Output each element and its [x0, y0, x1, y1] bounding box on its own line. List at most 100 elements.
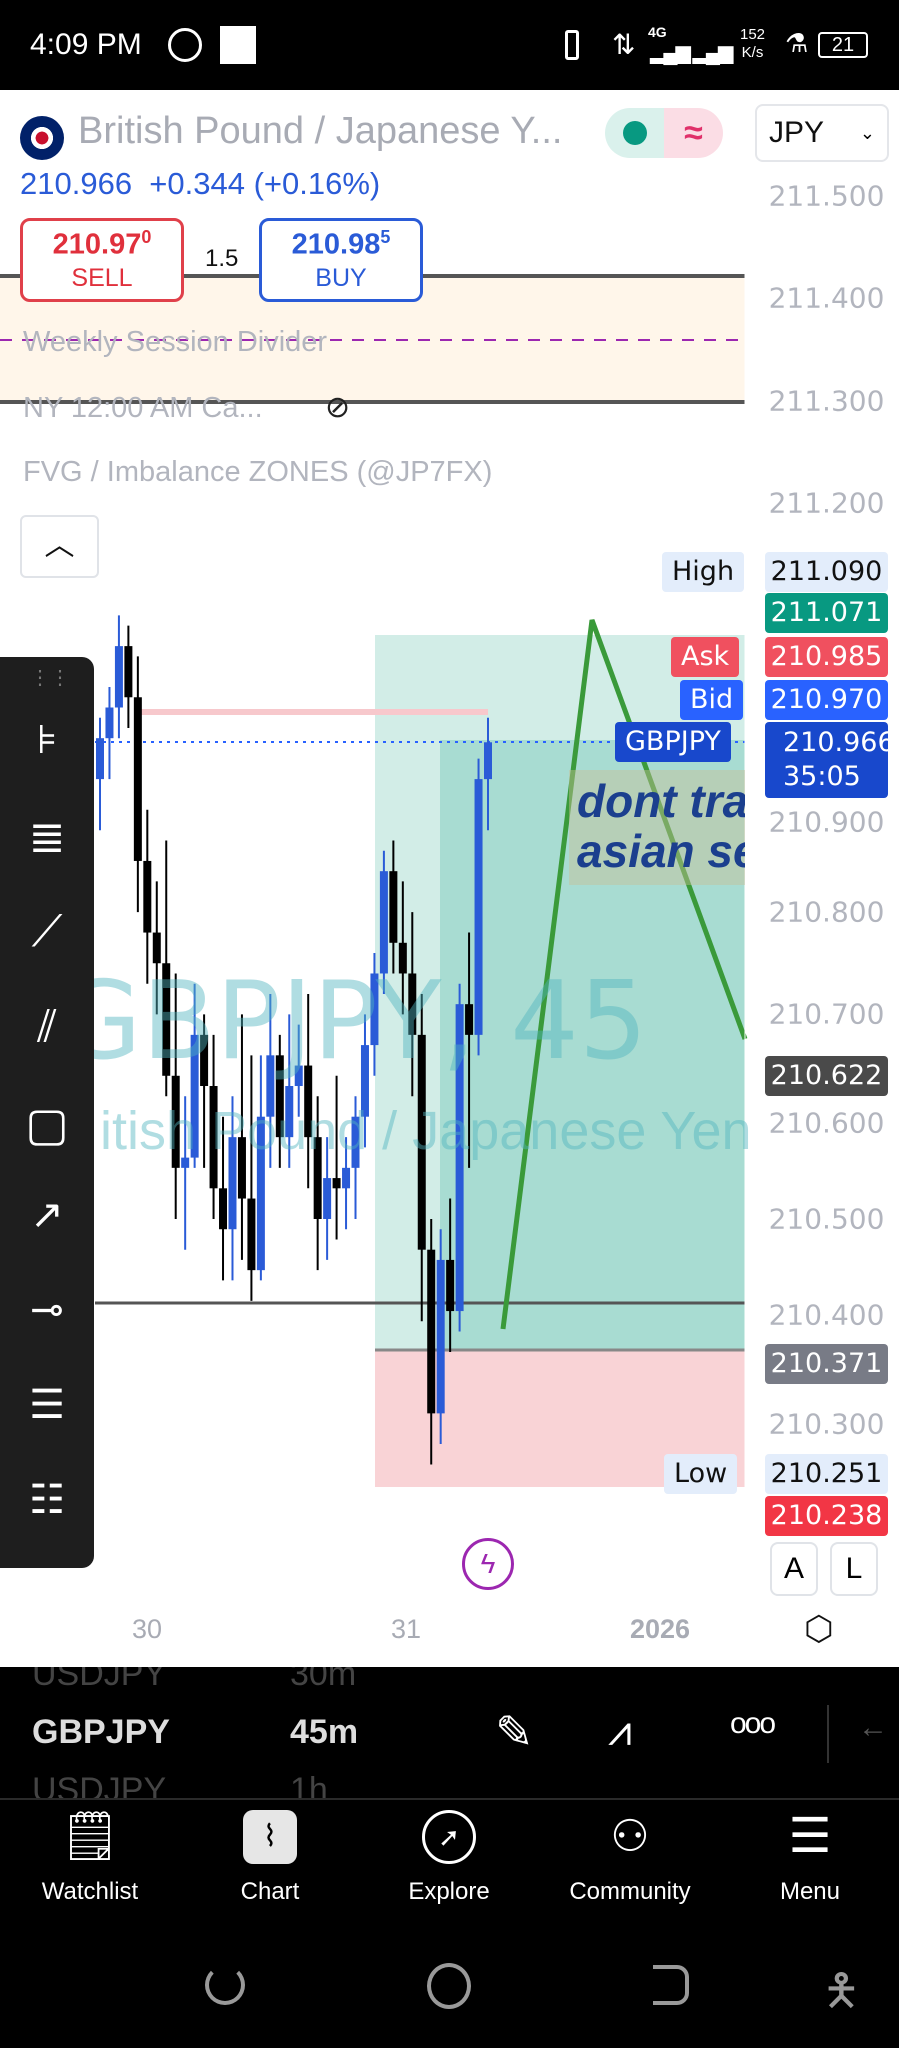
chart-canvas[interactable]: [0, 90, 899, 1667]
more-icon[interactable]: ooo: [730, 1707, 776, 1740]
fib-tool-icon[interactable]: ⊧: [36, 718, 58, 762]
candle-body: [360, 1045, 369, 1117]
green-price-tag: 211.071: [765, 593, 888, 633]
collapse-legend-button[interactable]: ︿: [20, 515, 99, 578]
text-annotation[interactable]: dont tra asian se: [569, 770, 745, 885]
buy-button[interactable]: 210.985 BUY: [259, 218, 423, 302]
whatsapp-icon: [168, 28, 202, 62]
auto-scale-button[interactable]: A: [770, 1542, 818, 1596]
candle-body: [114, 646, 123, 708]
recent-apps-icon[interactable]: [205, 1965, 245, 2005]
candle-body: [209, 1086, 218, 1189]
back-icon[interactable]: [653, 1965, 689, 2005]
chevron-down-icon: ⌄: [859, 122, 875, 143]
price-tick: 211.400: [768, 281, 885, 315]
candle-body: [446, 1259, 455, 1312]
current-symbol[interactable]: GBPJPY: [32, 1713, 170, 1751]
eye-off-icon[interactable]: ⊘: [325, 391, 351, 424]
candle-body: [152, 932, 161, 964]
ray-icon[interactable]: ⊸: [30, 1288, 64, 1332]
arrow-left-icon[interactable]: ←: [858, 1711, 888, 1744]
annotation-line-1: dont tra: [577, 775, 745, 827]
indicators-icon[interactable]: ⩘: [608, 1707, 632, 1754]
low-label: Low: [664, 1454, 738, 1494]
candle-body: [370, 973, 379, 1046]
prev-symbol[interactable]: USDJPY: [32, 1667, 167, 1693]
candle-body: [219, 1188, 228, 1230]
speed-unit: K/s: [741, 44, 764, 61]
nav-explore[interactable]: ➚ Explore: [374, 1810, 524, 1906]
symbol-interval-picker[interactable]: USDJPY 30m GBPJPY 45m USDJPY 1h ✎ ⩘ ooo …: [0, 1667, 899, 1800]
watermark-name: itish Pound / Japanese Yen: [100, 1101, 752, 1161]
candle-body: [294, 1065, 303, 1087]
fib-retracement-icon[interactable]: ☰: [29, 1383, 65, 1427]
candle-body: [190, 1034, 199, 1158]
price-tick: 210.300: [768, 1407, 885, 1441]
chart-settings-icon[interactable]: ⬡: [804, 1610, 834, 1648]
nav-label: Menu: [779, 1878, 841, 1905]
time-tick: 31: [391, 1614, 422, 1644]
current-interval[interactable]: 45m: [290, 1713, 359, 1751]
rectangle-icon[interactable]: ▢: [25, 1098, 69, 1150]
zigzag-drawing: [500, 619, 748, 1330]
candle-body: [162, 963, 171, 1076]
legend-ny-midnight[interactable]: NY 12:00 AM Ca...: [23, 392, 263, 424]
candle-body: [247, 1198, 256, 1271]
candle-body: [304, 1065, 313, 1138]
nav-menu[interactable]: ☰ Menu: [735, 1810, 885, 1906]
candle-body: [455, 1004, 464, 1312]
drawing-toolbar: ⋮⋮ ⊧ ≣ ⟋ ⫽ ▢ ↗ ⊸ ☰ ☷: [0, 657, 94, 1568]
buy-label: BUY: [315, 263, 367, 292]
candle-body: [332, 1178, 341, 1189]
candle-body: [133, 697, 142, 861]
ask-value: 210.985: [765, 637, 888, 677]
market-status-pill[interactable]: ≈: [605, 108, 723, 158]
accessibility-icon[interactable]: 🯅: [822, 1966, 861, 2015]
symbol-title[interactable]: British Pound / Japanese Y...: [78, 110, 563, 152]
signal-icon: ▂▄▆ ▂▄▆: [650, 42, 733, 64]
bid-value: 210.970: [765, 680, 888, 720]
legend-fvg-zones[interactable]: FVG / Imbalance ZONES (@JP7FX): [23, 456, 493, 488]
nav-community[interactable]: ⚇ Community: [555, 1810, 705, 1906]
drag-handle-icon[interactable]: ⋮⋮: [30, 667, 70, 689]
time-tick: 30: [132, 1614, 163, 1644]
divider: [827, 1705, 829, 1763]
horizontal-lines-icon[interactable]: ≣: [28, 813, 66, 862]
lightning-icon[interactable]: ϟ: [462, 1538, 514, 1590]
nav-label: Chart: [240, 1878, 300, 1905]
candle-body: [181, 1157, 190, 1168]
legend-weekly-session-divider[interactable]: Weekly Session Divider: [23, 326, 328, 358]
currency-select[interactable]: JPY ⌄: [755, 104, 889, 162]
gann-fan-icon[interactable]: ☷: [29, 1478, 65, 1522]
nav-chart[interactable]: ⌇ Chart: [195, 1810, 345, 1906]
prev-interval[interactable]: 30m: [290, 1667, 357, 1693]
candle-body: [484, 742, 492, 780]
next-interval[interactable]: 1h: [290, 1771, 328, 1800]
clock: 4:09 PM: [30, 28, 142, 61]
log-scale-button[interactable]: L: [830, 1542, 878, 1596]
path-icon[interactable]: ↗: [30, 1193, 64, 1237]
price-tick: 210.400: [768, 1298, 885, 1332]
high-label: High: [662, 552, 745, 592]
next-symbol[interactable]: USDJPY: [32, 1771, 167, 1800]
candle-body: [275, 1055, 284, 1138]
dark-price-tag: 210.622: [765, 1056, 888, 1096]
bid-label: Bid: [680, 680, 744, 720]
price-tick: 211.500: [768, 179, 885, 213]
sell-button[interactable]: 210.970 SELL: [20, 218, 184, 302]
price-tick: 210.800: [768, 895, 885, 929]
candle-body: [379, 871, 388, 974]
home-icon[interactable]: [427, 1963, 471, 2009]
sell-price: 210.97: [52, 228, 142, 261]
buy-price: 210.98: [291, 228, 381, 261]
speed-value: 152: [740, 26, 766, 43]
chart-icon: ⌇: [243, 1810, 297, 1864]
pencil-icon[interactable]: ✎: [495, 1706, 534, 1758]
nav-watchlist[interactable]: 🗒 Watchlist: [15, 1810, 165, 1906]
trend-line-icon[interactable]: ⟋: [31, 907, 63, 956]
candle-body: [474, 779, 483, 1035]
spread: 1.5: [205, 245, 239, 273]
parallel-channel-icon[interactable]: ⫽: [37, 1002, 57, 1051]
candle-body: [323, 1178, 332, 1219]
last-price-value: 210.966: [783, 727, 895, 758]
